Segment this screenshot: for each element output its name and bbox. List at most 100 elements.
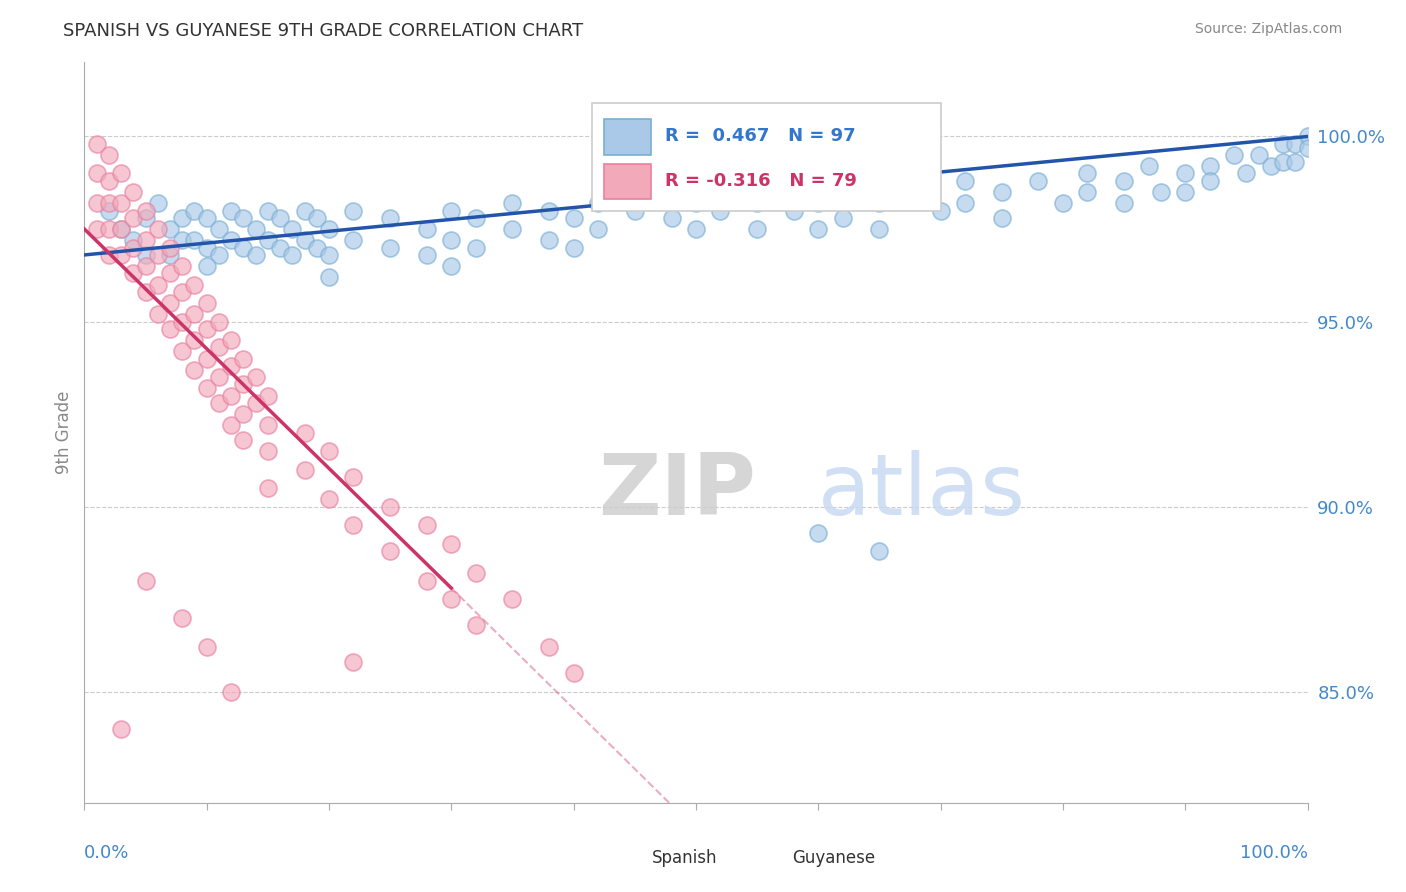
Point [172,285,194,299]
Point [146,196,169,211]
Point [709,203,731,218]
Point [183,203,205,218]
Point [831,211,853,225]
Point [110,722,132,736]
Point [97,174,120,188]
Point [783,203,806,218]
Point [195,381,218,395]
Point [122,267,145,281]
Text: 100.0%: 100.0% [1240,844,1308,862]
Point [110,222,132,236]
Point [440,259,463,273]
Point [232,407,254,421]
Point [586,222,609,236]
Point [135,211,157,225]
Point [1272,155,1295,169]
Point [195,351,218,366]
Point [159,267,181,281]
Point [953,196,976,211]
Point [110,222,132,236]
Point [122,211,145,225]
Point [1272,136,1295,151]
Point [195,296,218,310]
Point [1137,159,1160,173]
Point [661,211,683,225]
Bar [605,120,651,155]
Point [464,211,486,225]
Point [232,433,254,447]
Point [991,185,1014,199]
Point [86,222,108,236]
Point [135,203,157,218]
Point [146,248,169,262]
Point [1114,196,1136,211]
Point [86,136,108,151]
Point [172,344,194,359]
Point [1223,148,1246,162]
Point [807,525,830,540]
Point [807,222,830,236]
Point [294,203,316,218]
Point [257,388,280,402]
Point [208,248,231,262]
Point [318,444,340,458]
Point [1236,166,1258,180]
Point [538,203,561,218]
Point [1174,185,1197,199]
Point [294,462,316,476]
Point [1150,185,1173,199]
Point [586,196,609,211]
Point [294,425,316,440]
Point [245,370,267,384]
Point [257,418,280,433]
Text: R = -0.316   N = 79: R = -0.316 N = 79 [665,172,858,190]
Point [219,333,242,347]
Point [257,481,280,495]
Text: R =  0.467   N = 97: R = 0.467 N = 97 [665,128,856,145]
Point [538,233,561,247]
Point [831,185,853,199]
Point [281,248,304,262]
Point [1076,185,1098,199]
Point [380,240,402,254]
Point [183,362,205,376]
Bar [605,164,651,200]
Point [380,500,402,514]
Point [257,203,280,218]
Point [257,444,280,458]
Point [318,492,340,507]
Point [208,222,231,236]
Point [624,203,647,218]
Point [342,203,364,218]
Point [869,222,891,236]
Point [440,592,463,607]
Point [562,666,585,681]
Point [929,203,952,218]
Point [172,610,194,624]
Point [991,211,1014,225]
Point [110,166,132,180]
Point [318,222,340,236]
Point [159,248,181,262]
Point [159,322,181,336]
Point [195,640,218,655]
Point [232,240,254,254]
Point [305,211,328,225]
Point [257,233,280,247]
Point [219,233,242,247]
Point [281,222,304,236]
Point [318,270,340,285]
Point [747,196,769,211]
Point [146,277,169,292]
Point [232,351,254,366]
Point [342,233,364,247]
Point [135,233,157,247]
Point [502,196,524,211]
Point [183,277,205,292]
Point [97,222,120,236]
Point [159,222,181,236]
Text: SPANISH VS GUYANESE 9TH GRADE CORRELATION CHART: SPANISH VS GUYANESE 9TH GRADE CORRELATIO… [63,22,583,40]
Point [342,470,364,484]
Point [110,248,132,262]
Point [416,518,439,533]
